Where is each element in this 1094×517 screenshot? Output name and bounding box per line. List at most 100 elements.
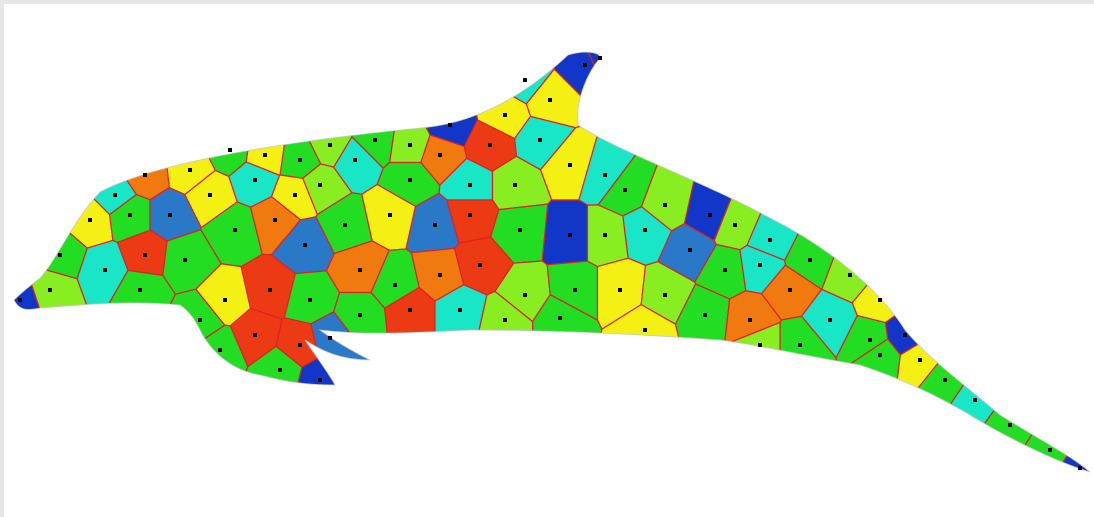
seed-point: [458, 308, 462, 312]
seed-point: [468, 183, 472, 187]
seed-point: [388, 213, 392, 217]
seed-point: [138, 288, 142, 292]
seed-point: [548, 98, 552, 102]
seed-point: [408, 308, 412, 312]
voronoi-cell: [746, 52, 896, 262]
seed-point: [328, 143, 332, 147]
seed-point: [618, 288, 622, 292]
seed-point: [788, 288, 792, 292]
seed-point: [503, 113, 507, 117]
seed-point: [353, 158, 357, 162]
seed-point: [188, 168, 192, 172]
seed-point: [58, 253, 62, 257]
voronoi-cell: [150, 52, 265, 178]
seed-point: [603, 173, 607, 177]
seed-point: [943, 378, 947, 382]
voronoi-cell: [388, 76, 431, 164]
seed-point: [303, 243, 307, 247]
seed-point: [643, 328, 647, 332]
voronoi-cell: [202, 345, 303, 473]
seed-point: [128, 213, 132, 217]
seed-point: [273, 218, 277, 222]
seed-point: [223, 298, 227, 302]
seed-point: [263, 153, 267, 157]
seed-point: [228, 148, 232, 152]
seed-point: [723, 268, 727, 272]
voronoi-cell: [581, 52, 795, 117]
seed-point: [88, 218, 92, 222]
seed-point: [663, 293, 667, 297]
seed-point: [1048, 448, 1052, 452]
seed-point: [488, 143, 492, 147]
seed-point: [748, 318, 752, 322]
seed-point: [598, 56, 602, 60]
seed-point: [878, 298, 882, 302]
seed-point: [433, 223, 437, 227]
seed-point: [218, 348, 222, 352]
seed-point: [758, 263, 762, 267]
seed-point: [358, 313, 362, 317]
voronoi-cell: [820, 338, 901, 473]
seed-point: [538, 138, 542, 142]
seed-point: [973, 398, 977, 402]
seed-point: [848, 273, 852, 277]
render-viewport: [4, 4, 1094, 517]
seed-point: [233, 228, 237, 232]
seed-point: [268, 288, 272, 292]
seed-point: [168, 213, 172, 217]
seed-point: [568, 233, 572, 237]
seed-point: [48, 288, 52, 292]
seed-point: [358, 268, 362, 272]
seed-point: [318, 183, 322, 187]
seed-point: [643, 228, 647, 232]
seed-point: [393, 283, 397, 287]
seed-point: [623, 188, 627, 192]
seed-point: [308, 298, 312, 302]
voronoi-cell: [14, 52, 138, 216]
voronoi-cell: [821, 52, 1073, 304]
seed-point: [798, 343, 802, 347]
voronoi-cell: [531, 293, 603, 473]
seed-point: [583, 63, 587, 67]
seed-point: [1008, 423, 1012, 427]
seed-point: [328, 336, 332, 340]
voronoi-cell: [784, 52, 917, 290]
seed-point: [438, 153, 442, 157]
seed-point: [573, 288, 577, 292]
seed-point: [343, 223, 347, 227]
voronoi-cell: [680, 321, 781, 473]
seed-point: [278, 368, 282, 372]
seed-point: [558, 316, 562, 320]
seed-point: [438, 273, 442, 277]
seed-point: [408, 143, 412, 147]
seed-point: [688, 248, 692, 252]
seed-point: [143, 173, 147, 177]
seed-point: [708, 213, 712, 217]
seed-point: [18, 298, 22, 302]
seed-point: [183, 258, 187, 262]
voronoi-cell: [333, 291, 393, 381]
seed-point: [768, 238, 772, 242]
seed-point: [318, 378, 322, 382]
seed-point: [1078, 466, 1082, 470]
seed-point: [758, 343, 762, 347]
seed-point: [478, 263, 482, 267]
voronoi-cell: [75, 324, 249, 473]
seed-point: [733, 223, 737, 227]
seed-point: [298, 158, 302, 162]
seed-point: [103, 268, 107, 272]
seed-point: [408, 178, 412, 182]
seed-point: [878, 353, 882, 357]
seed-point: [518, 228, 522, 232]
seed-point: [703, 313, 707, 317]
seed-point: [523, 293, 527, 297]
voronoi-cell: [713, 52, 836, 251]
voronoi-cell: [989, 333, 1090, 473]
seed-point: [503, 318, 507, 322]
seed-point: [298, 343, 302, 347]
voronoi-cell: [14, 103, 114, 249]
seed-point: [293, 193, 297, 197]
seed-point: [808, 258, 812, 262]
seed-point: [448, 123, 452, 127]
seed-point: [143, 253, 147, 257]
